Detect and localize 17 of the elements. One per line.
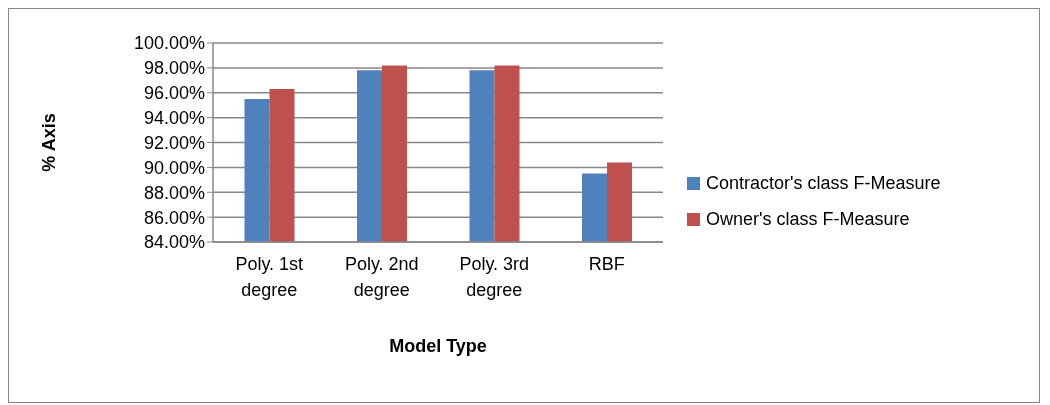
x-axis-title: Model Type (389, 336, 487, 356)
legend-label: Owner's class F-Measure (706, 208, 910, 231)
y-axis-title: % Axis (39, 113, 60, 172)
legend-label: Contractor's class F-Measure (706, 172, 941, 195)
x-tick-label: Poly. 3rd degree (459, 254, 530, 300)
y-tick-label: 86.00% (143, 207, 205, 228)
y-tick-label: 94.00% (143, 108, 205, 129)
x-tick-label: Poly. 2nd degree (344, 254, 419, 300)
y-tick-label: 98.00% (143, 58, 205, 79)
x-tick-label: Poly. 1st degree (235, 254, 304, 300)
y-tick-label: 88.00% (143, 182, 205, 203)
y-tick-label: 92.00% (143, 132, 205, 153)
y-tick-label: 100.00% (133, 33, 205, 54)
y-tick-label: 84.00% (143, 232, 205, 253)
y-tick-label: 90.00% (143, 157, 205, 178)
y-tick-label: 96.00% (143, 83, 205, 104)
x-tick-label: RBF (588, 254, 625, 274)
